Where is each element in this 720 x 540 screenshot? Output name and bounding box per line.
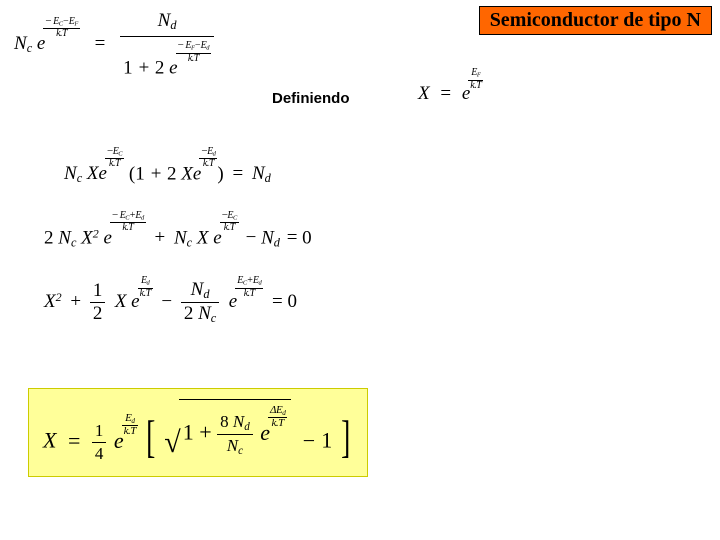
equation-5: X2 + 12 X eEdk.T − Nd2 Nc eEC+Edk.T = 0 [44, 276, 297, 326]
equation-2: X = eEFk.T [418, 68, 483, 105]
equation-6-box: X = 14 eEdk.T [ √ 1 + 8 NdNc eΔEdk.T −1 … [28, 388, 368, 477]
defining-label: Definiendo [272, 90, 350, 107]
title-text: Semiconductor de tipo N [490, 9, 701, 31]
equation-4: 2 Nc X2 e− EC+Edk.T + Nc X e−ECk.T − Nd … [44, 210, 312, 251]
title-banner: Semiconductor de tipo N [479, 6, 712, 35]
equation-1: Nc e− EC−EFk.T = Nd 1 + 2 e− EF−Edk.T [14, 10, 214, 80]
equation-3: Nc Xe−ECk.T (1 + 2 Xe−Edk.T) = Nd [64, 146, 271, 187]
